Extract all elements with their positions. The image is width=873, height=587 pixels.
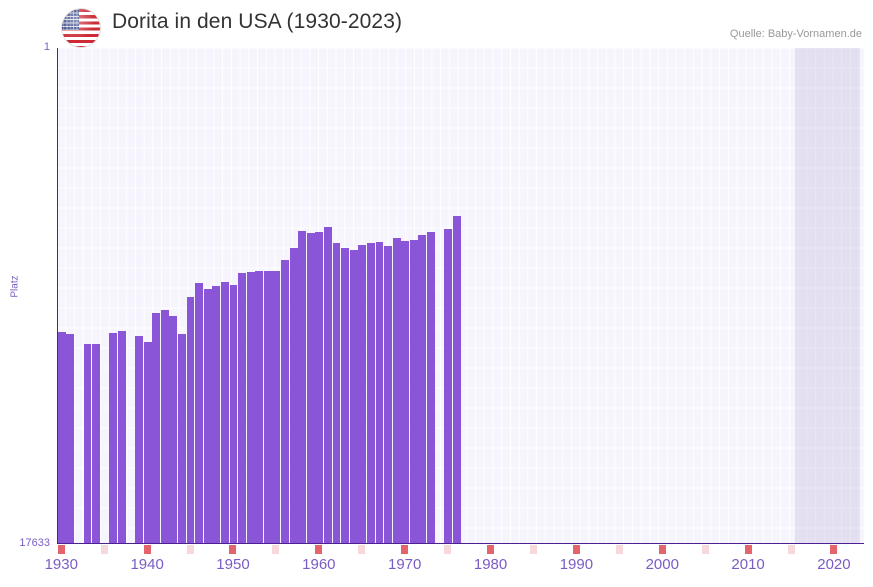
bar[interactable] <box>160 310 169 544</box>
bar[interactable] <box>427 231 435 544</box>
bar[interactable] <box>409 239 418 544</box>
bar[interactable] <box>358 244 367 544</box>
us-flag-icon <box>62 9 100 47</box>
bar[interactable] <box>384 246 392 544</box>
x-axis-label: 2010 <box>731 556 765 573</box>
x-axis-tick-minor <box>787 545 795 554</box>
x-axis-label: 1950 <box>216 556 250 573</box>
x-axis-label: 1970 <box>388 556 422 573</box>
y-axis-label-top: 1 <box>43 41 50 53</box>
bar[interactable] <box>392 238 401 544</box>
y-axis-label-bottom: 17633 <box>19 537 50 549</box>
bar[interactable] <box>418 235 427 544</box>
x-axis-tick-major <box>57 545 65 554</box>
x-axis-tick-major <box>830 545 838 554</box>
x-axis-tick-minor <box>272 545 280 554</box>
x-axis-tick-major <box>744 545 752 554</box>
plot-area <box>57 48 864 544</box>
bar[interactable] <box>332 242 341 544</box>
x-axis-tick-major <box>315 545 323 554</box>
bar[interactable] <box>135 335 143 544</box>
x-axis-label: 1980 <box>473 556 508 573</box>
x-axis-tick-minor <box>701 545 709 554</box>
bar[interactable] <box>289 247 298 544</box>
bar[interactable] <box>203 289 212 544</box>
bar[interactable] <box>375 242 384 544</box>
bar[interactable] <box>195 283 204 544</box>
bar[interactable] <box>324 227 332 544</box>
chart-credits: Quelle: Baby-Vornamen.de <box>729 28 862 40</box>
bar[interactable] <box>169 316 178 544</box>
bar[interactable] <box>152 312 161 544</box>
chart-title: Dorita in den USA (1930-2023) <box>112 10 403 33</box>
bar[interactable] <box>238 273 246 544</box>
x-axis-tick-major <box>229 545 237 554</box>
bar-series <box>57 48 864 544</box>
x-axis-line <box>57 543 864 544</box>
bar[interactable] <box>66 333 75 544</box>
x-axis-tick-major <box>401 545 409 554</box>
bar[interactable] <box>246 271 255 544</box>
x-axis-tick-major <box>487 545 495 554</box>
bar[interactable] <box>57 332 66 544</box>
flag-canton <box>62 9 79 30</box>
x-axis-label: 2000 <box>645 556 679 573</box>
bar[interactable] <box>306 233 315 544</box>
x-axis-tick-major <box>143 545 151 554</box>
bar[interactable] <box>366 243 375 544</box>
bar[interactable] <box>92 344 101 544</box>
bar[interactable] <box>444 228 453 544</box>
bar[interactable] <box>186 297 195 544</box>
bar[interactable] <box>229 285 238 544</box>
bar[interactable] <box>255 271 264 544</box>
bar[interactable] <box>109 333 118 544</box>
bar[interactable] <box>272 271 281 544</box>
x-axis-tick-minor <box>444 545 452 554</box>
bar[interactable] <box>341 247 350 544</box>
flag-gloss <box>62 9 100 47</box>
bar[interactable] <box>220 282 229 544</box>
x-axis-tick-major <box>572 545 580 554</box>
bar[interactable] <box>401 240 410 544</box>
x-axis-tick-minor <box>529 545 537 554</box>
bar[interactable] <box>281 259 289 544</box>
y-axis-title: Platz <box>9 275 21 298</box>
bar[interactable] <box>349 250 358 544</box>
x-axis-tick-minor <box>100 545 108 554</box>
bar[interactable] <box>263 271 272 544</box>
bar[interactable] <box>212 285 221 544</box>
x-axis-label: 2020 <box>817 556 851 573</box>
bar[interactable] <box>452 216 461 544</box>
x-axis-label: 1990 <box>559 556 594 573</box>
bar[interactable] <box>83 343 92 544</box>
x-axis-tick-minor <box>186 545 194 554</box>
bar[interactable] <box>178 333 186 544</box>
x-axis-label: 1930 <box>44 556 78 573</box>
bar[interactable] <box>298 231 307 544</box>
bar[interactable] <box>117 330 126 544</box>
x-axis-tick-minor <box>358 545 366 554</box>
y-axis-line <box>57 48 58 544</box>
x-axis-tick-minor <box>615 545 623 554</box>
x-axis-tick-major <box>658 545 666 554</box>
x-axis-label: 1960 <box>302 556 336 573</box>
bar[interactable] <box>315 231 324 544</box>
x-axis-label: 1940 <box>130 556 164 573</box>
bar[interactable] <box>143 341 152 544</box>
plot-band-recent-years <box>795 48 860 544</box>
